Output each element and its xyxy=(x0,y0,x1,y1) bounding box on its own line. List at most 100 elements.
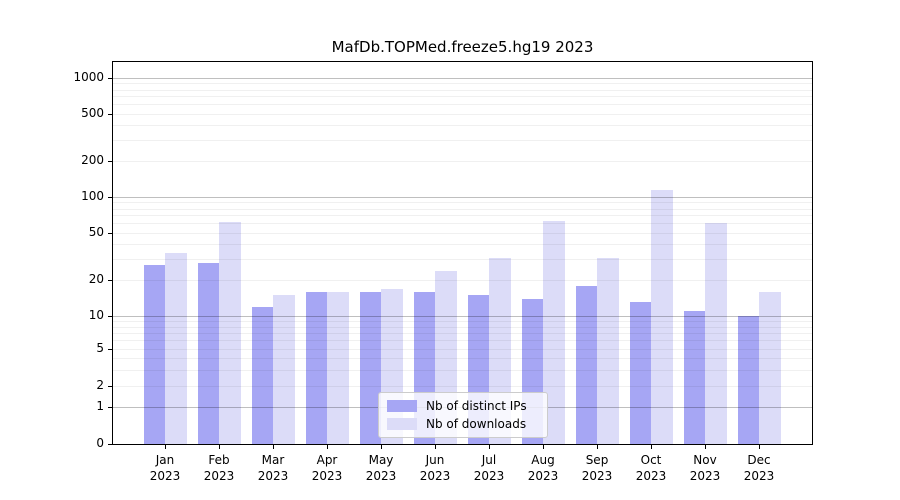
bar-nb-of-downloads-mar xyxy=(273,295,295,444)
gridline-minor-3 xyxy=(113,369,812,371)
y-tick-label-1: 1 xyxy=(96,399,104,413)
bar-nb-of-distinct-ips-feb xyxy=(197,262,219,444)
y-tick-500 xyxy=(108,113,112,115)
y-tick-1 xyxy=(108,407,112,408)
bar-nb-of-distinct-ips-sep xyxy=(575,285,597,444)
month-label: Nov xyxy=(693,453,717,467)
x-tick-label-feb: Feb 2023 xyxy=(189,452,249,484)
spine-right xyxy=(812,61,813,445)
gridline-minor-4 xyxy=(113,358,812,359)
legend: Nb of distinct IPs Nb of downloads xyxy=(378,392,548,438)
x-tick-oct xyxy=(651,445,652,449)
x-tick-jul xyxy=(489,445,490,449)
x-tick-label-oct: Oct 2023 xyxy=(621,452,681,484)
x-tick-label-aug: Aug 2023 xyxy=(513,452,573,484)
spine-bottom xyxy=(113,444,812,445)
year-label: 2023 xyxy=(527,469,559,483)
y-tick-label-1000: 1000 xyxy=(73,70,104,84)
gridline-minor-2 xyxy=(113,386,812,387)
gridline-minor-30 xyxy=(113,259,812,261)
x-tick-jan xyxy=(165,445,166,449)
month-label: Jul xyxy=(481,453,497,467)
x-tick-feb xyxy=(219,445,220,449)
gridline-minor-50 xyxy=(113,232,812,234)
bar-nb-of-downloads-oct xyxy=(651,189,673,444)
bar-nb-of-downloads-dec xyxy=(759,291,781,444)
bar-nb-of-downloads-apr xyxy=(327,291,349,444)
bar-nb-of-distinct-ips-may xyxy=(359,291,381,444)
bar-nb-of-distinct-ips-dec xyxy=(737,316,759,444)
y-tick-label-5: 5 xyxy=(96,341,104,355)
month-label: Feb xyxy=(208,453,230,467)
gridline-minor-400 xyxy=(113,125,812,127)
gridline-minor-90 xyxy=(113,202,812,204)
legend-swatch xyxy=(387,400,417,412)
gridline-minor-20 xyxy=(113,280,812,282)
gridline-minor-500 xyxy=(113,113,812,115)
y-tick-200 xyxy=(108,161,112,163)
year-label: 2023 xyxy=(257,469,289,483)
bar-nb-of-distinct-ips-nov xyxy=(683,311,705,444)
year-label: 2023 xyxy=(311,469,343,483)
gridline-minor-7 xyxy=(113,332,812,334)
month-label: Dec xyxy=(747,453,771,467)
spine-left xyxy=(112,61,113,445)
x-tick-label-may: May 2023 xyxy=(351,452,411,484)
gridline-minor-40 xyxy=(113,244,812,246)
x-tick-jun xyxy=(435,445,436,449)
y-tick-10 xyxy=(108,316,112,317)
y-tick-label-100: 100 xyxy=(81,189,104,203)
bar-nb-of-distinct-ips-mar xyxy=(251,306,273,444)
y-tick-5 xyxy=(108,349,112,350)
bar-nb-of-distinct-ips-jan xyxy=(143,264,165,444)
year-label: 2023 xyxy=(689,469,721,483)
bar-nb-of-distinct-ips-apr xyxy=(305,291,327,444)
chart-title: MafDb.TOPMed.freeze5.hg19 2023 xyxy=(331,38,594,56)
legend-label: Nb of distinct IPs xyxy=(426,399,527,413)
x-tick-label-apr: Apr 2023 xyxy=(297,452,357,484)
y-tick-label-50: 50 xyxy=(88,224,104,239)
y-tick-100 xyxy=(108,197,112,198)
y-tick-label-500: 500 xyxy=(81,105,104,120)
year-label: 2023 xyxy=(149,469,181,483)
year-label: 2023 xyxy=(635,469,667,483)
x-tick-sep xyxy=(597,445,598,449)
legend-label: Nb of downloads xyxy=(426,417,527,431)
year-label: 2023 xyxy=(473,469,505,483)
bar-nb-of-downloads-aug xyxy=(543,220,565,444)
y-tick-1000 xyxy=(108,78,112,79)
month-label: Apr xyxy=(316,453,338,467)
bar-nb-of-downloads-sep xyxy=(597,257,619,444)
x-tick-label-sep: Sep 2023 xyxy=(567,452,627,484)
y-tick-0 xyxy=(108,444,112,445)
gridline-minor-6 xyxy=(113,340,812,342)
legend-entry-nb-of-downloads: Nb of downloads xyxy=(387,415,539,433)
gridline-major-1000 xyxy=(113,78,812,79)
x-tick-apr xyxy=(327,445,328,449)
y-tick-label-0: 0 xyxy=(96,436,104,450)
month-label: Sep xyxy=(585,453,609,467)
bar-nb-of-downloads-jan xyxy=(165,252,187,444)
plot-area xyxy=(113,61,812,444)
x-tick-label-mar: Mar 2023 xyxy=(243,452,303,484)
x-tick-nov xyxy=(705,445,706,449)
month-label: Mar xyxy=(261,453,285,467)
y-tick-label-2: 2 xyxy=(96,378,104,392)
month-label: Aug xyxy=(531,453,555,467)
spine-top xyxy=(113,61,812,62)
legend-swatch xyxy=(387,418,417,430)
x-tick-mar xyxy=(273,445,274,449)
y-tick-50 xyxy=(108,232,112,234)
gridline-minor-600 xyxy=(113,104,812,106)
gridline-major-100 xyxy=(113,197,812,198)
x-tick-label-jul: Jul 2023 xyxy=(459,452,519,484)
gridline-minor-700 xyxy=(113,96,812,98)
gridline-minor-300 xyxy=(113,140,812,142)
legend-entry-nb-of-distinct-ips: Nb of distinct IPs xyxy=(387,397,539,415)
x-tick-label-jun: Jun 2023 xyxy=(405,452,465,484)
gridline-minor-900 xyxy=(113,83,812,85)
bar-nb-of-downloads-feb xyxy=(219,221,241,444)
gridline-minor-70 xyxy=(113,215,812,217)
gridline-minor-800 xyxy=(113,89,812,91)
